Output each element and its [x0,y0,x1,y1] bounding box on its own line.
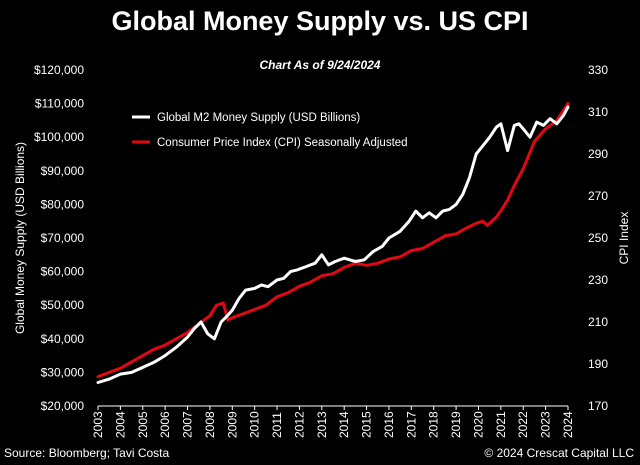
x-tick-label: 2015 [360,411,374,438]
x-tick-label: 2014 [337,411,351,438]
x-tick-label: 2004 [113,411,127,438]
x-tick-label: 2018 [427,411,441,438]
right-axis-ticks: 170 190 210 230 250 270 290 310 330 [588,63,608,413]
right-tick-label: 270 [588,189,608,203]
left-tick-label: $100,000 [34,130,84,144]
left-tick-label: $60,000 [41,265,85,279]
cpi-series-line [96,102,570,379]
x-tick-label: 2019 [449,411,463,438]
source-note: Source: Bloomberg; Tavi Costa [4,446,170,460]
x-tick-label: 2022 [516,411,530,438]
x-tick-label: 2012 [292,411,306,438]
x-tick-label: 2024 [561,411,575,438]
left-tick-label: $90,000 [41,164,85,178]
x-tick-label: 2013 [315,411,329,438]
right-tick-label: 190 [588,357,608,371]
x-tick-label: 2016 [382,411,396,438]
left-tick-label: $20,000 [41,399,85,413]
x-tick-label: 2017 [404,411,418,438]
y-axis-label-right: CPI Index [617,212,631,265]
right-tick-label: 210 [588,315,608,329]
series-layer [96,102,570,384]
right-tick-label: 290 [588,147,608,161]
right-tick-label: 310 [588,105,608,119]
chart-title: Global Money Supply vs. US CPI [111,6,529,36]
x-tick-label: 2005 [136,411,150,438]
chart-subtitle: Chart As of 9/24/2024 [259,58,381,72]
left-tick-label: $30,000 [41,365,85,379]
x-tick-label: 2006 [158,411,172,438]
right-tick-label: 250 [588,231,608,245]
x-tick-label: 2003 [91,411,105,438]
x-axis-ticks: 2003 2004 2005 2006 2007 2008 2009 2010 2011 2012… [91,406,575,438]
x-tick-label: 2020 [471,411,485,438]
y-axis-label-left: Global Money Supply (USD Billions) [13,142,27,334]
x-tick-label: 2008 [203,411,217,438]
legend-label: Consumer Price Index (CPI) Seasonally Ad… [157,137,408,149]
left-tick-label: $80,000 [41,197,85,211]
right-tick-label: 330 [588,63,608,77]
left-axis-ticks: $20,000 $30,000 $40,000 $50,000 $60,000 $70,0… [34,63,84,413]
x-tick-label: 2023 [539,411,553,438]
copyright-note: © 2024 Crescat Capital LLC [484,446,634,460]
x-tick-label: 2021 [494,411,508,438]
right-tick-label: 170 [588,399,608,413]
m2-series-line [96,105,570,384]
left-tick-label: $70,000 [41,231,85,245]
left-tick-label: $120,000 [34,63,84,77]
left-tick-label: $50,000 [41,298,85,312]
x-tick-label: 2009 [225,411,239,438]
x-tick-label: 2010 [248,411,262,438]
right-tick-label: 230 [588,273,608,287]
x-tick-label: 2007 [181,411,195,438]
x-tick-label: 2011 [270,412,284,438]
legend-label: Global M2 Money Supply (USD Billions) [157,112,360,124]
left-tick-label: $110,000 [35,97,84,111]
left-tick-label: $40,000 [41,332,85,346]
legend: Global M2 Money Supply (USD Billions) Con… [132,112,408,149]
